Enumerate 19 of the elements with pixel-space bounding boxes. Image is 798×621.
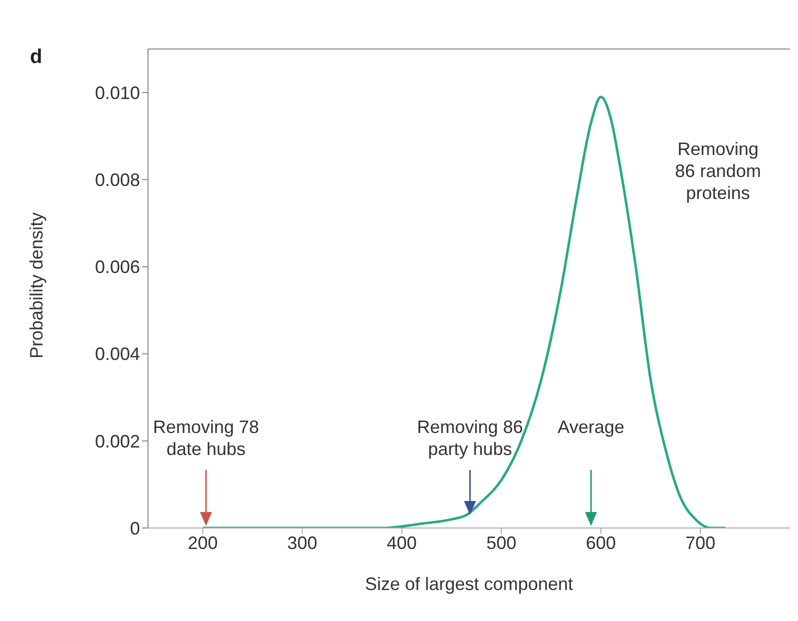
y-tick-label: 0.006 [94, 257, 140, 278]
x-axis-title: Size of largest component [364, 574, 574, 594]
y-axis-title: Probability density [26, 212, 46, 358]
x-tick-label: 200 [188, 532, 218, 553]
y-tick-label: 0.008 [94, 170, 140, 190]
x-tick-label: 500 [486, 532, 516, 553]
annotation: Removing 78 date hubs [152, 417, 260, 459]
text: d [30, 46, 42, 69]
annotation: Removing 86 random proteins [674, 138, 762, 204]
y-tick-label: 0.004 [94, 344, 140, 364]
x-tick-label: 300 [287, 532, 318, 553]
annotation: Removing 86 party hubs [416, 416, 524, 460]
x-tick-label: 400 [386, 532, 417, 553]
annotation: Average [558, 417, 624, 437]
y-tick-label: 0.010 [94, 82, 140, 103]
y-tick-label: 0.002 [94, 431, 140, 452]
x-tick-label: 700 [685, 532, 716, 553]
x-tick-label: 600 [586, 532, 616, 553]
y-tick-label: 0 [130, 518, 140, 538]
